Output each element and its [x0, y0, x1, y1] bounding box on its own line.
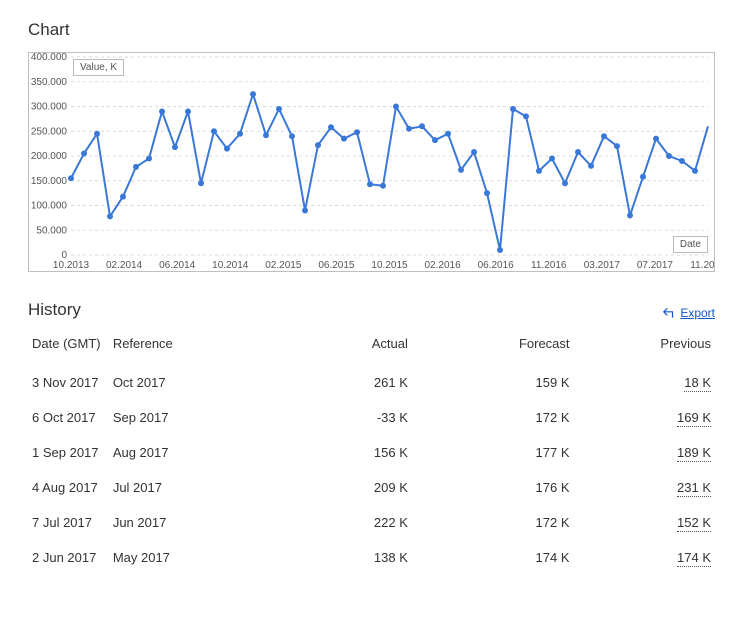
export-link[interactable]: Export — [662, 306, 715, 320]
x-axis-title: Date — [673, 236, 708, 253]
svg-text:250.000: 250.000 — [31, 126, 68, 137]
cell-forecast: 172 K — [412, 505, 574, 540]
svg-text:300.000: 300.000 — [31, 102, 68, 113]
cell-previous: 189 K — [574, 435, 715, 470]
svg-text:200.000: 200.000 — [31, 151, 68, 162]
col-reference: Reference — [109, 330, 230, 365]
col-actual: Actual — [230, 330, 412, 365]
table-row: 4 Aug 2017Jul 2017209 K176 K231 K — [28, 470, 715, 505]
cell-reference: Jun 2017 — [109, 505, 230, 540]
col-previous: Previous — [574, 330, 715, 365]
cell-actual: -33 K — [230, 400, 412, 435]
svg-text:11.2016: 11.2016 — [531, 260, 567, 271]
table-row: 1 Sep 2017Aug 2017156 K177 K189 K — [28, 435, 715, 470]
cell-date: 3 Nov 2017 — [28, 365, 109, 400]
export-icon — [662, 306, 676, 320]
cell-previous: 169 K — [574, 400, 715, 435]
cell-previous: 174 K — [574, 540, 715, 575]
table-header-row: Date (GMT) Reference Actual Forecast Pre… — [28, 330, 715, 365]
history-section-title: History — [28, 300, 81, 320]
col-forecast: Forecast — [412, 330, 574, 365]
cell-reference: Oct 2017 — [109, 365, 230, 400]
cell-actual: 138 K — [230, 540, 412, 575]
cell-forecast: 176 K — [412, 470, 574, 505]
cell-actual: 156 K — [230, 435, 412, 470]
chart-svg: 050.000100.000150.000200.000250.000300.0… — [29, 53, 714, 271]
svg-text:02.2016: 02.2016 — [425, 260, 462, 271]
table-row: 7 Jul 2017Jun 2017222 K172 K152 K — [28, 505, 715, 540]
cell-date: 7 Jul 2017 — [28, 505, 109, 540]
cell-date: 4 Aug 2017 — [28, 470, 109, 505]
col-date: Date (GMT) — [28, 330, 109, 365]
svg-text:11.2017: 11.2017 — [690, 260, 714, 271]
table-row: 6 Oct 2017Sep 2017-33 K172 K169 K — [28, 400, 715, 435]
svg-text:350.000: 350.000 — [31, 77, 68, 88]
cell-previous: 152 K — [574, 505, 715, 540]
svg-text:03.2017: 03.2017 — [584, 260, 621, 271]
cell-actual: 209 K — [230, 470, 412, 505]
svg-text:10.2013: 10.2013 — [53, 260, 90, 271]
cell-forecast: 172 K — [412, 400, 574, 435]
cell-actual: 222 K — [230, 505, 412, 540]
cell-reference: Sep 2017 — [109, 400, 230, 435]
cell-date: 1 Sep 2017 — [28, 435, 109, 470]
cell-forecast: 159 K — [412, 365, 574, 400]
table-row: 2 Jun 2017May 2017138 K174 K174 K — [28, 540, 715, 575]
svg-text:06.2014: 06.2014 — [159, 260, 196, 271]
svg-text:07.2017: 07.2017 — [637, 260, 674, 271]
svg-text:150.000: 150.000 — [31, 176, 68, 187]
history-table: Date (GMT) Reference Actual Forecast Pre… — [28, 330, 715, 575]
cell-previous: 231 K — [574, 470, 715, 505]
svg-text:50.000: 50.000 — [36, 225, 67, 236]
y-axis-title: Value, K — [73, 59, 124, 76]
chart-section-title: Chart — [28, 20, 715, 40]
svg-text:02.2015: 02.2015 — [265, 260, 302, 271]
cell-reference: Jul 2017 — [109, 470, 230, 505]
cell-date: 2 Jun 2017 — [28, 540, 109, 575]
cell-reference: Aug 2017 — [109, 435, 230, 470]
export-label: Export — [680, 306, 715, 320]
svg-text:06.2016: 06.2016 — [478, 260, 515, 271]
line-chart: Value, K Date 050.000100.000150.000200.0… — [28, 52, 715, 272]
svg-text:400.000: 400.000 — [31, 53, 68, 63]
svg-text:02.2014: 02.2014 — [106, 260, 143, 271]
cell-forecast: 177 K — [412, 435, 574, 470]
cell-forecast: 174 K — [412, 540, 574, 575]
cell-actual: 261 K — [230, 365, 412, 400]
table-row: 3 Nov 2017Oct 2017261 K159 K18 K — [28, 365, 715, 400]
cell-reference: May 2017 — [109, 540, 230, 575]
cell-date: 6 Oct 2017 — [28, 400, 109, 435]
svg-text:10.2014: 10.2014 — [212, 260, 249, 271]
svg-text:06.2015: 06.2015 — [318, 260, 355, 271]
svg-text:100.000: 100.000 — [31, 201, 68, 212]
cell-previous: 18 K — [574, 365, 715, 400]
svg-text:10.2015: 10.2015 — [371, 260, 408, 271]
